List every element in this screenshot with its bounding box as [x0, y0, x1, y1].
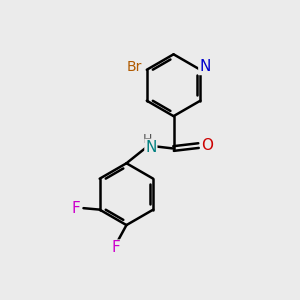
Text: O: O	[201, 138, 213, 153]
Text: F: F	[112, 240, 121, 255]
Text: H: H	[142, 133, 152, 146]
Text: Br: Br	[127, 60, 142, 74]
Text: N: N	[145, 140, 157, 154]
Text: N: N	[199, 59, 210, 74]
Text: F: F	[72, 201, 80, 216]
